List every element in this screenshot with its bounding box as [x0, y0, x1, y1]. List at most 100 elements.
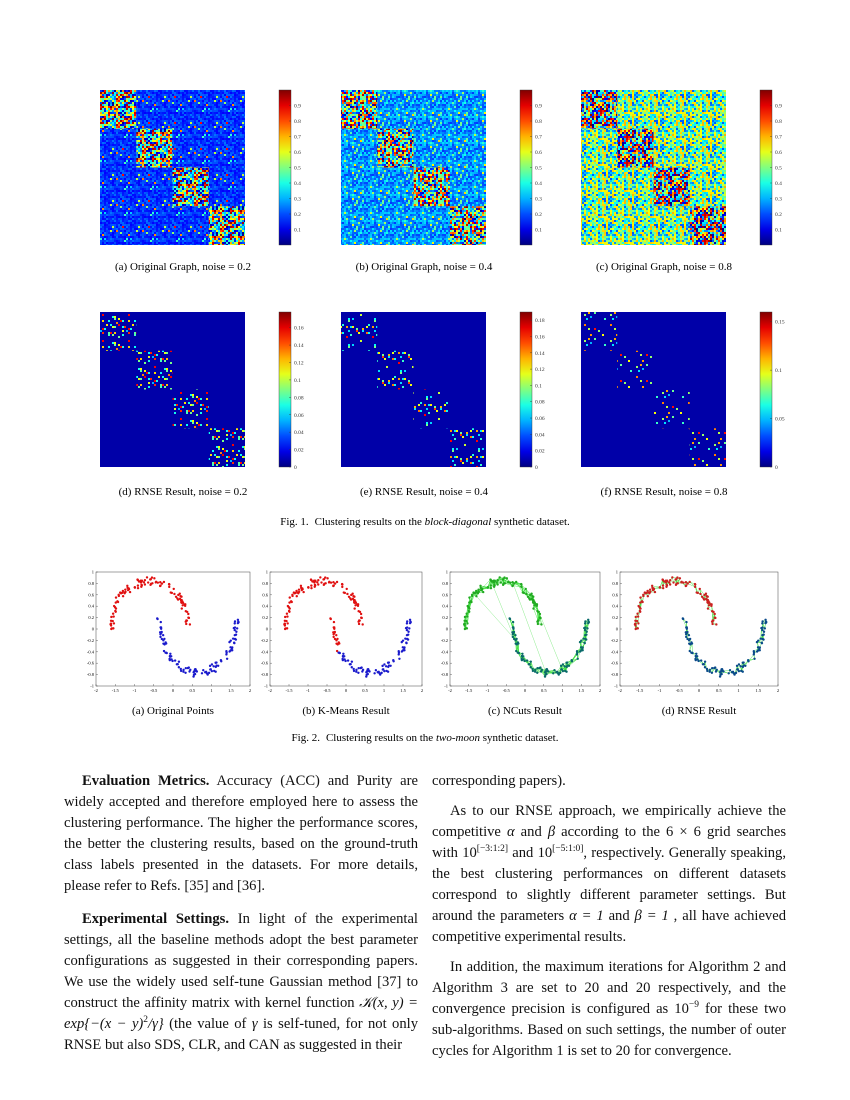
plot-frame	[95, 571, 251, 687]
point	[170, 591, 174, 595]
point	[530, 597, 534, 601]
point	[468, 601, 471, 604]
point	[332, 581, 335, 584]
point	[407, 630, 410, 633]
x-tick-label: -1.5	[112, 688, 120, 693]
x-tick-label: 1	[737, 688, 739, 693]
math: 6 × 6	[666, 824, 701, 840]
point	[529, 666, 532, 669]
point	[185, 619, 189, 622]
text: Accuracy (ACC) and Purity are widely acc…	[64, 773, 418, 894]
colorbar-tick-label: 0.9	[535, 104, 542, 110]
x-tick-label: 2	[249, 688, 251, 693]
graph-edge	[480, 585, 488, 588]
point	[219, 659, 223, 662]
point	[373, 672, 376, 675]
colorbar-tick-label: 0.08	[535, 400, 545, 406]
colorbar	[759, 311, 773, 468]
point	[233, 626, 237, 629]
point	[511, 584, 515, 587]
point	[290, 600, 293, 604]
point	[332, 633, 335, 636]
x-tick-label: -1.5	[285, 688, 293, 693]
point	[400, 650, 404, 653]
point	[310, 584, 313, 587]
point	[400, 640, 403, 644]
colorbar-tick-label: 0.7	[775, 135, 782, 141]
point	[543, 671, 547, 674]
point	[176, 598, 180, 601]
point	[685, 620, 688, 624]
colorbar-tick-label: 0.16	[535, 334, 545, 340]
point	[405, 622, 409, 625]
panel-caption: (a) Original Points	[132, 705, 214, 717]
y-tick-label: 0.4	[442, 604, 448, 609]
colorbar-tick-label: 0.02	[294, 448, 304, 454]
graph-edge	[515, 643, 519, 652]
point	[540, 623, 543, 626]
point	[110, 615, 113, 619]
point	[583, 628, 587, 632]
text: and	[508, 845, 538, 861]
y-tick-label: 0.6	[88, 592, 94, 597]
point	[713, 616, 717, 619]
point	[742, 661, 745, 664]
point	[159, 635, 162, 639]
point	[674, 578, 678, 581]
point	[159, 584, 162, 587]
point	[682, 617, 685, 621]
point	[404, 637, 407, 640]
point	[357, 622, 361, 626]
point	[172, 587, 175, 591]
x-tick-label: -1.5	[636, 688, 644, 693]
point	[294, 591, 297, 595]
point	[210, 663, 214, 666]
text: , all have achieved competitive experime…	[432, 908, 786, 945]
point	[182, 668, 185, 672]
point	[335, 580, 339, 584]
point	[295, 589, 298, 593]
point	[531, 595, 534, 598]
point	[310, 578, 313, 582]
point	[153, 577, 156, 580]
point	[159, 627, 163, 631]
point	[337, 641, 340, 644]
point	[740, 669, 743, 673]
point	[758, 646, 761, 650]
point	[387, 661, 391, 664]
point	[179, 595, 182, 598]
point	[124, 588, 127, 591]
x-tick-label: -1	[133, 688, 137, 693]
colorbar-tick-label: 0.1	[294, 378, 301, 384]
point	[180, 607, 183, 610]
point	[733, 673, 736, 676]
point	[529, 660, 532, 663]
paragraph-heading: Experimental Settings.	[82, 911, 230, 927]
panel-caption: (d) RNSE Result	[662, 705, 737, 717]
math: 10	[462, 845, 477, 861]
point	[493, 584, 496, 587]
y-tick-label: 1	[616, 570, 618, 575]
point	[538, 612, 542, 616]
point	[515, 649, 518, 653]
point	[405, 637, 409, 641]
point	[114, 596, 118, 599]
point	[114, 607, 118, 610]
point	[706, 607, 710, 610]
point	[736, 668, 739, 671]
point	[187, 666, 190, 669]
x-tick-label: 2	[777, 688, 779, 693]
point	[332, 635, 335, 639]
point	[320, 581, 323, 584]
point	[514, 580, 518, 584]
point	[646, 589, 649, 593]
x-tick-label: -2	[448, 688, 452, 693]
point	[587, 621, 590, 625]
point	[341, 583, 344, 586]
point	[693, 585, 697, 589]
point	[536, 610, 539, 613]
point	[531, 667, 534, 671]
point	[128, 590, 132, 594]
point	[532, 607, 535, 610]
